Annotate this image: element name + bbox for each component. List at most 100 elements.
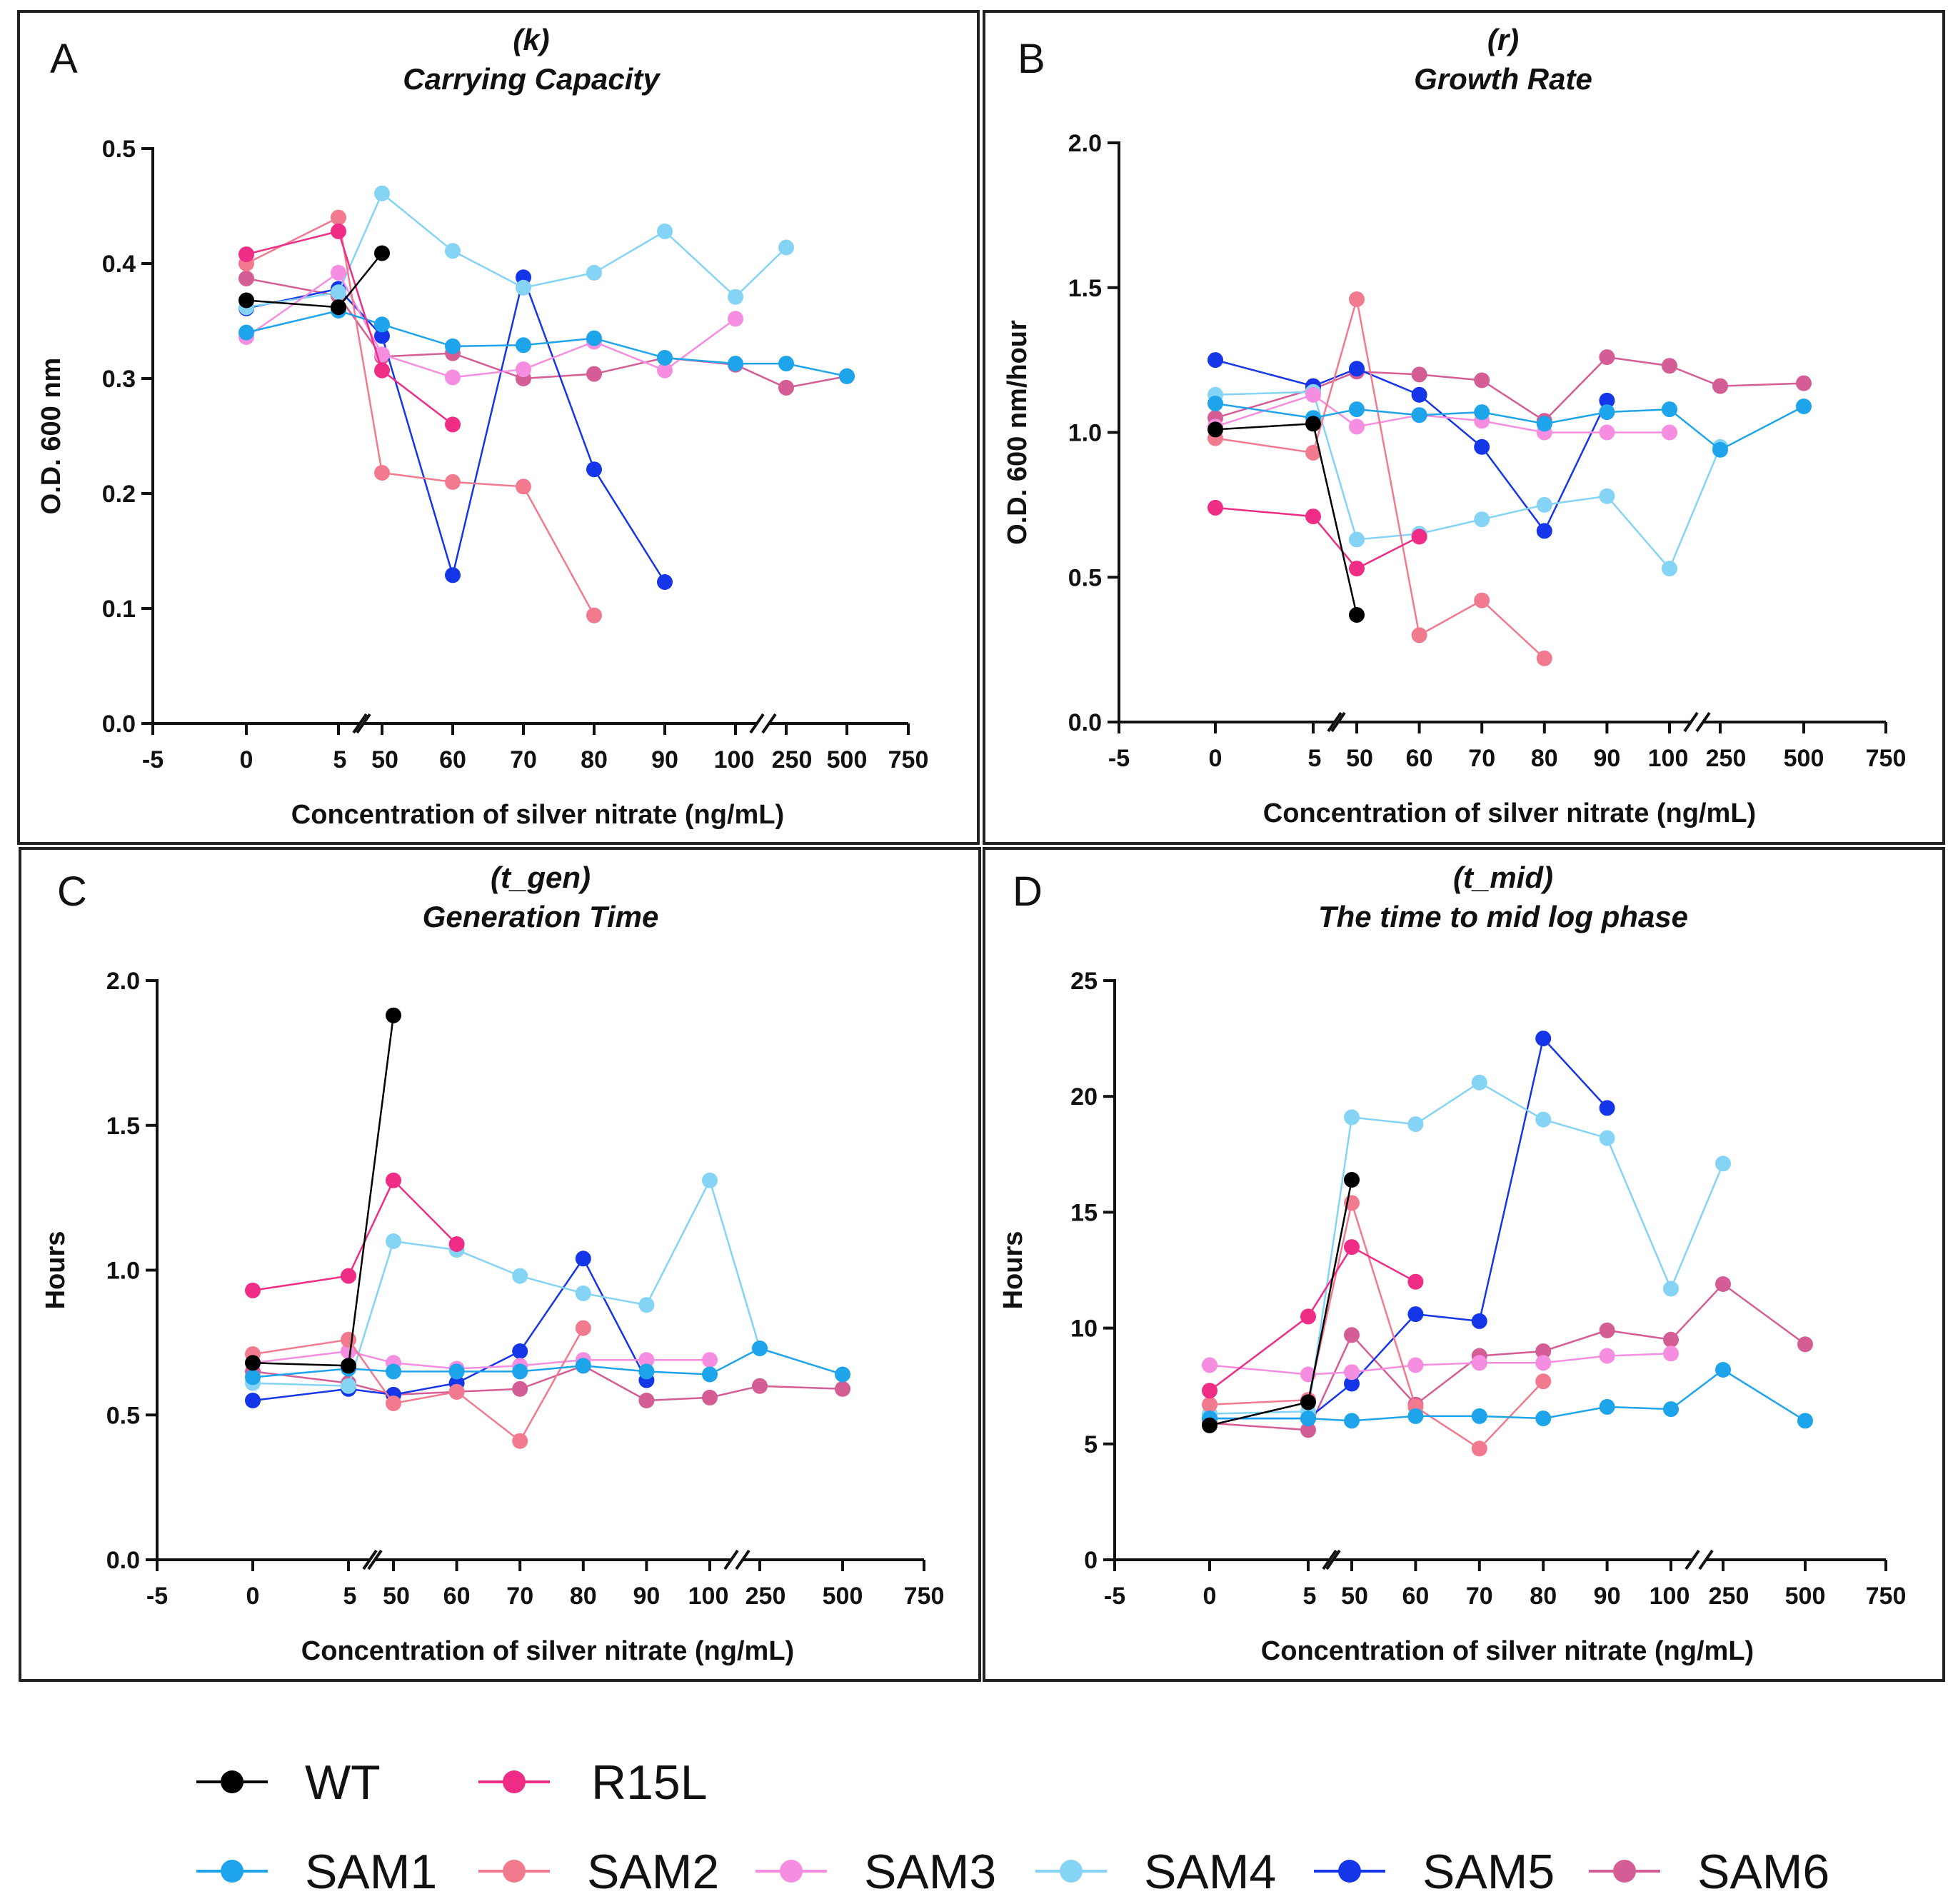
- data-point: [1662, 424, 1677, 441]
- series-sam2: [1208, 291, 1552, 666]
- series-line: [1215, 391, 1722, 571]
- data-point: [331, 299, 346, 316]
- data-point: [1344, 1109, 1360, 1126]
- y-tick-label: 2.0: [1068, 130, 1102, 157]
- data-point: [638, 1363, 655, 1380]
- axis-break-mark: [735, 1549, 750, 1570]
- data-point: [448, 1383, 465, 1400]
- series-line: [246, 252, 383, 309]
- legend-item-sam5: SAM5: [1314, 1845, 1555, 1899]
- data-point: [657, 362, 673, 379]
- data-point: [1411, 407, 1427, 424]
- x-tick-label: 5: [333, 746, 347, 773]
- data-point: [386, 1172, 401, 1188]
- data-point: [1599, 404, 1615, 421]
- data-point: [1202, 1357, 1218, 1373]
- data-point: [1535, 1355, 1552, 1371]
- legend-label: WT: [305, 1755, 381, 1810]
- panel-frame: [983, 847, 1945, 1682]
- data-point: [516, 279, 531, 296]
- series-wt: [1202, 1172, 1360, 1433]
- data-point: [586, 461, 602, 478]
- series-sam1: [1202, 1362, 1813, 1429]
- data-point: [331, 223, 346, 239]
- axis-break-mark: [761, 713, 777, 734]
- x-tick-label: 50: [371, 746, 398, 773]
- x-tick-label: 0: [1203, 1583, 1217, 1610]
- x-tick-label: 5: [343, 1583, 357, 1610]
- data-point: [586, 607, 602, 623]
- data-point: [239, 324, 254, 341]
- data-point: [1411, 627, 1427, 643]
- data-point: [374, 185, 390, 201]
- x-tick-label: 50: [1346, 745, 1373, 772]
- data-point: [341, 1378, 356, 1394]
- y-axis-label: Hours: [41, 1231, 71, 1310]
- x-tick-label: 0: [1209, 745, 1223, 772]
- panel-frame: [983, 10, 1945, 845]
- data-point: [1599, 1398, 1615, 1415]
- axis-break-mark: [367, 1549, 383, 1570]
- x-tick-label: 250: [745, 1583, 786, 1610]
- x-tick-label: 50: [1341, 1583, 1368, 1610]
- data-point: [575, 1251, 591, 1267]
- data-point: [1208, 421, 1223, 438]
- data-point: [341, 1331, 356, 1348]
- data-point: [386, 1363, 401, 1380]
- data-point: [1300, 1308, 1316, 1325]
- y-axis-label: O.D. 600 nm: [36, 358, 66, 515]
- data-point: [1663, 1346, 1679, 1362]
- legend-label: SAM3: [864, 1845, 996, 1899]
- data-point: [702, 1389, 718, 1406]
- data-point: [586, 330, 602, 346]
- x-tick-label: 100: [1650, 1583, 1690, 1610]
- x-tick-label: 70: [506, 1583, 533, 1610]
- x-tick-label: 250: [1706, 745, 1747, 772]
- data-point: [1349, 561, 1365, 577]
- series-line: [252, 1178, 458, 1292]
- data-point: [374, 316, 390, 333]
- data-point: [445, 369, 461, 386]
- series-line: [1215, 356, 1804, 422]
- series-r15l: [1202, 1239, 1424, 1399]
- series-line: [1209, 1199, 1545, 1450]
- data-point: [512, 1363, 528, 1380]
- x-tick-label: 60: [1406, 745, 1433, 772]
- axis-break-mark: [1683, 711, 1699, 733]
- data-point: [575, 1358, 591, 1374]
- data-point: [1662, 561, 1677, 577]
- x-tick-label: 90: [1594, 1583, 1621, 1610]
- data-point: [839, 368, 855, 384]
- legend-label: SAM4: [1144, 1845, 1276, 1899]
- data-point: [728, 356, 743, 372]
- x-tick-label: 0: [246, 1583, 260, 1610]
- data-point: [1536, 416, 1552, 432]
- data-point: [657, 223, 673, 239]
- x-tick-label: 500: [827, 746, 868, 773]
- x-tick-label: 60: [1402, 1583, 1429, 1610]
- data-point: [386, 1233, 401, 1249]
- series-sam2: [239, 209, 602, 623]
- data-point: [1663, 1281, 1679, 1297]
- axis-break-mark: [749, 713, 765, 734]
- y-tick-label: 0.4: [102, 251, 136, 278]
- data-point: [1407, 1116, 1424, 1133]
- data-point: [1599, 1348, 1615, 1364]
- data-point: [374, 328, 390, 344]
- legend-item-sam6: SAM6: [1589, 1845, 1829, 1899]
- data-point: [1349, 361, 1365, 377]
- series-line: [1215, 506, 1420, 570]
- data-point: [1715, 1362, 1731, 1378]
- x-tick-label: 50: [383, 1583, 410, 1610]
- data-point: [1474, 404, 1490, 421]
- data-point: [1300, 1422, 1316, 1438]
- data-point: [1662, 401, 1677, 418]
- data-point: [445, 416, 461, 433]
- data-point: [835, 1366, 850, 1383]
- x-tick-label: 100: [1648, 745, 1689, 772]
- legend-item-sam4: SAM4: [1035, 1845, 1276, 1899]
- x-tick-label: 750: [1866, 1583, 1907, 1610]
- x-tick-label: 250: [772, 746, 813, 773]
- legend-swatch-marker: [1613, 1860, 1636, 1883]
- data-point: [1471, 1074, 1487, 1091]
